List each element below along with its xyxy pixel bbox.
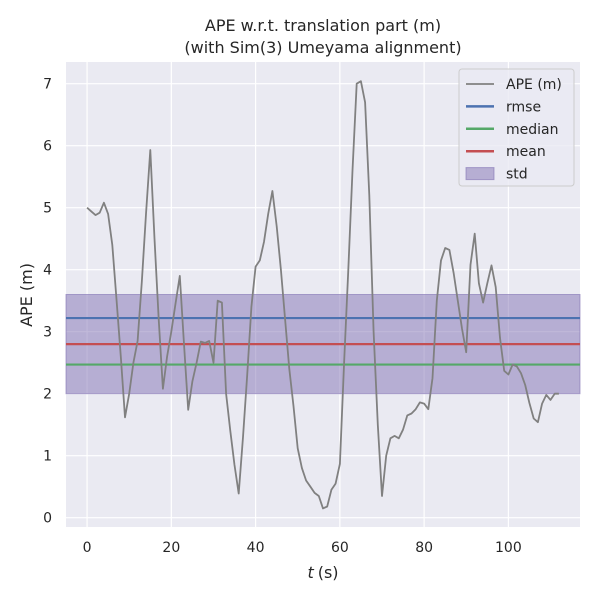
legend-box (458, 68, 575, 187)
y-tick-label: 4 (43, 263, 52, 279)
legend-label: median (506, 122, 558, 138)
y-tick-label: 6 (43, 139, 52, 155)
y-tick-label: 2 (43, 387, 52, 403)
x-tick-label: 80 (415, 540, 433, 556)
chart-subtitle: (with Sim(3) Umeyama alignment) (184, 38, 461, 57)
y-axis-label: APE (m) (17, 263, 36, 327)
x-axis-label: t (s) (307, 563, 338, 582)
x-tick-label: 0 (83, 540, 92, 556)
x-tick-label: 60 (331, 540, 349, 556)
y-tick-labels: 0 1 2 3 4 5 6 7 (43, 77, 52, 527)
x-axis-variable: t (307, 563, 314, 582)
x-axis-unit: (s) (318, 563, 339, 582)
legend: APE (m) rmse median mean std (458, 68, 575, 187)
statistic-lines (66, 316, 580, 366)
legend-label: std (506, 167, 528, 183)
x-tick-label: 40 (247, 540, 265, 556)
x-tick-label: 20 (162, 540, 180, 556)
chart-title: APE w.r.t. translation part (m) (205, 16, 441, 35)
legend-swatch-std (465, 167, 495, 181)
legend-label: mean (506, 144, 546, 160)
ape-series-line (86, 80, 559, 510)
y-tick-label: 0 (43, 511, 52, 527)
x-tick-labels: 0 20 40 60 80 100 (83, 540, 522, 556)
legend-label: rmse (506, 99, 541, 115)
y-tick-label: 7 (43, 77, 52, 93)
y-tick-label: 1 (43, 449, 52, 465)
series-layer (86, 80, 559, 510)
legend-label: APE (m) (506, 77, 562, 93)
y-tick-label: 5 (43, 201, 52, 217)
y-tick-label: 3 (43, 325, 52, 341)
x-tick-label: 100 (495, 540, 522, 556)
